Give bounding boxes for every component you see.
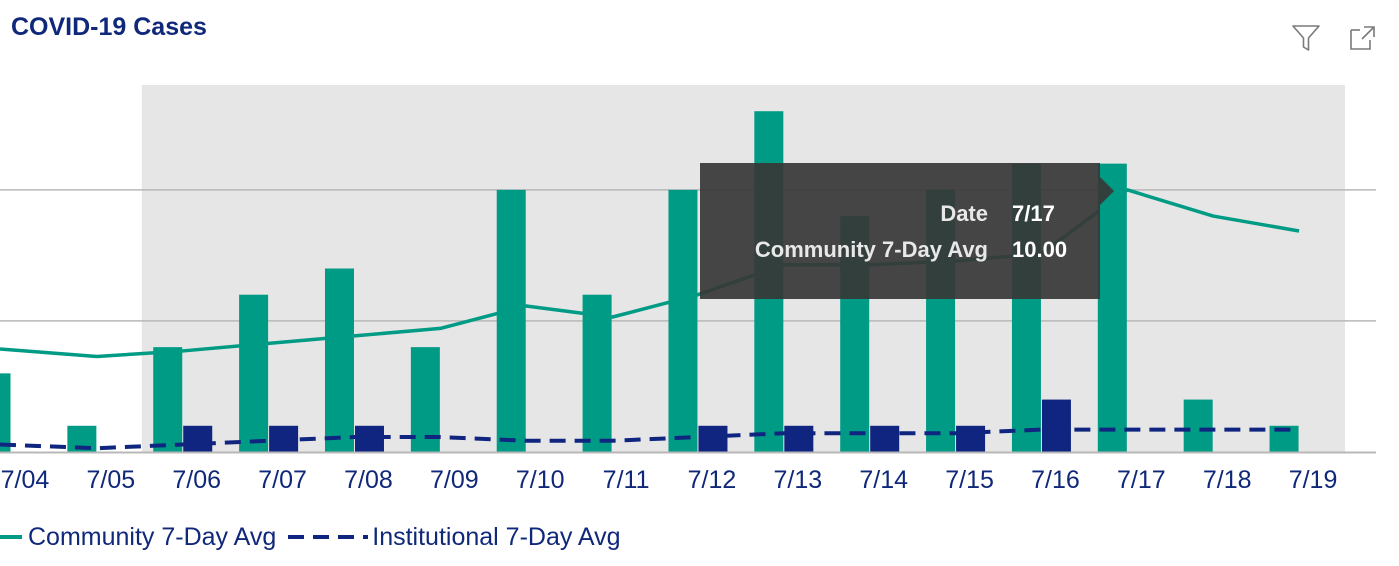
legend-swatch-solid (0, 535, 22, 539)
legend-label-institutional: Institutional 7-Day Avg (372, 522, 621, 551)
community-bar (496, 189, 526, 452)
x-tick-label: 7/16 (1031, 466, 1080, 494)
x-tick-label: 7/09 (430, 466, 479, 494)
x-tick-label: 7/12 (688, 466, 737, 494)
community-bar (410, 347, 440, 452)
community-bar (582, 294, 612, 452)
x-tick-label: 7/13 (773, 466, 822, 494)
tooltip-value: 10.00 (1012, 237, 1068, 262)
community-bar (1183, 399, 1213, 452)
tooltip-label: Date (940, 201, 988, 226)
tooltip-value: 7/17 (1012, 201, 1055, 226)
x-tick-label: 7/07 (258, 466, 307, 494)
tooltip-row-date: Date 7/17 (700, 201, 1100, 231)
community-bar (668, 189, 698, 452)
x-tick-label: 7/15 (945, 466, 994, 494)
legend-swatch-dashed (288, 535, 369, 539)
institutional-bar (183, 425, 213, 452)
institutional-bar (698, 425, 728, 452)
community-bar (0, 373, 11, 452)
institutional-bar (870, 425, 900, 452)
focus-mode-icon[interactable] (1346, 22, 1378, 54)
x-tick-label: 7/19 (1289, 466, 1338, 494)
community-bar (324, 268, 354, 452)
tooltip: Date 7/17 Community 7-Day Avg 10.00 (700, 163, 1114, 299)
x-tick-label: 7/11 (603, 466, 650, 494)
tooltip-row-community-avg: Community 7-Day Avg 10.00 (700, 237, 1100, 267)
chart-title: COVID-19 Cases (11, 13, 207, 41)
institutional-bar (956, 425, 986, 452)
legend-label-community: Community 7-Day Avg (28, 522, 277, 551)
filter-icon[interactable] (1290, 22, 1322, 54)
legend: Community 7-Day Avg Institutional 7-Day … (0, 520, 631, 554)
x-tick-label: 7/08 (344, 466, 393, 494)
x-tick-label: 7/05 (87, 466, 136, 494)
x-tick-label: 7/04 (1, 466, 50, 494)
legend-item-institutional[interactable]: Institutional 7-Day Avg (286, 522, 621, 552)
community-bar (239, 294, 269, 452)
community-bar (1097, 163, 1127, 452)
institutional-7day-avg-line (0, 427, 1300, 451)
community-bar (153, 347, 183, 452)
tooltip-label: Community 7-Day Avg (754, 237, 988, 262)
x-tick-label: 7/10 (516, 466, 565, 494)
legend-item-community[interactable]: Community 7-Day Avg (0, 523, 276, 552)
x-tick-label: 7/18 (1203, 466, 1252, 494)
institutional-bar (1041, 399, 1071, 452)
x-tick-label: 7/14 (859, 466, 908, 494)
x-tick-label: 7/06 (172, 466, 221, 494)
x-tick-label: 7/17 (1117, 466, 1166, 494)
institutional-bar (784, 425, 814, 452)
